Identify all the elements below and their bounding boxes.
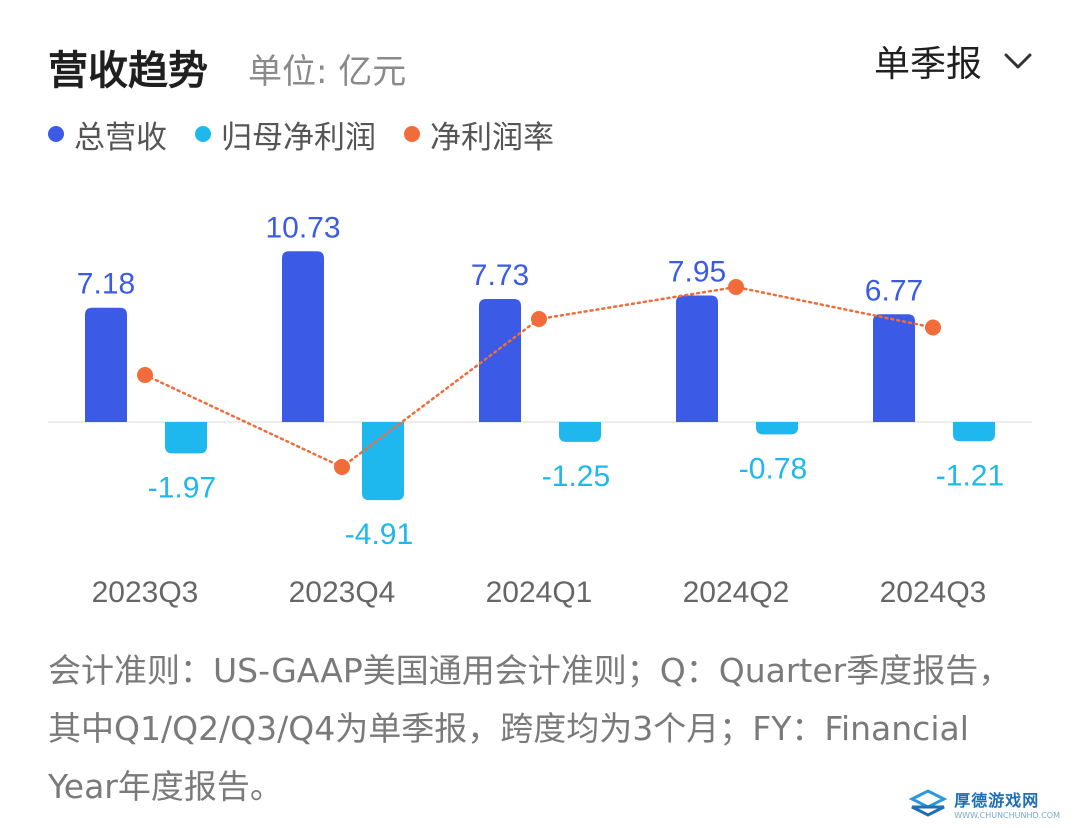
- legend-label: 净利润率: [430, 119, 554, 156]
- net-margin-point: [728, 279, 744, 295]
- revenue-chart: 7.18 -1.97 2023Q3 10.73 -4.91 2023Q4 7.73 -1.25…: [48, 211, 1032, 609]
- x-tick-label: 2023Q3: [92, 576, 199, 609]
- revenue-data-label: 10.73: [265, 211, 340, 244]
- revenue-bar: [676, 295, 718, 422]
- legend-label: 归母净利润: [221, 119, 376, 156]
- revenue-data-label: 7.73: [471, 259, 529, 292]
- net-profit-data-label: -0.78: [739, 452, 807, 485]
- legend-item-revenue[interactable]: 总营收: [48, 112, 167, 157]
- watermark: 厚德游戏网 WWW.CHUNCHUNHD.COM: [908, 787, 1060, 820]
- revenue-bar: [873, 314, 915, 422]
- revenue-data-label: 7.18: [77, 268, 135, 301]
- period-selector[interactable]: 单季报: [874, 36, 1038, 86]
- net-profit-data-label: -4.91: [345, 518, 413, 551]
- net-profit-bar: [165, 422, 207, 454]
- revenue-bar: [479, 298, 521, 422]
- watermark-logo-icon: [908, 788, 948, 817]
- x-tick-label: 2023Q4: [289, 576, 396, 609]
- revenue-data-label: 6.77: [865, 274, 923, 307]
- net-margin-point: [531, 311, 547, 327]
- watermark-url: WWW.CHUNCHUNHD.COM: [954, 811, 1060, 820]
- legend-item-net-margin[interactable]: 净利润率: [404, 112, 554, 157]
- net-profit-data-label: -1.25: [542, 460, 610, 493]
- unit-label: 单位: 亿元: [248, 52, 407, 92]
- period-label: 单季报: [873, 44, 982, 85]
- watermark-name: 厚德游戏网: [954, 791, 1040, 810]
- x-tick-label: 2024Q2: [683, 576, 790, 609]
- net-profit-data-label: -1.21: [936, 459, 1004, 492]
- net-profit-bar: [953, 422, 995, 442]
- chevron-down-icon: [1004, 53, 1032, 69]
- legend-dot: [404, 126, 420, 142]
- legend-label: 总营收: [74, 119, 167, 156]
- net-profit-bar: [756, 422, 798, 435]
- net-margin-point: [137, 367, 153, 383]
- legend: 总营收 归母净利润 净利润率: [48, 112, 582, 156]
- chart-header: 营收趋势 单位: 亿元 单季报: [48, 30, 1038, 100]
- net-margin-point: [334, 459, 350, 475]
- x-tick-label: 2024Q3: [880, 576, 987, 609]
- legend-dot: [195, 126, 211, 142]
- revenue-bar: [85, 307, 127, 422]
- chart-title: 营收趋势: [48, 48, 208, 94]
- net-profit-data-label: -1.97: [148, 471, 216, 504]
- net-margin-point: [925, 319, 941, 336]
- footnote: 会计准则：US-GAAP美国通用会计准则；Q：Quarter季度报告，其中Q1/…: [48, 651, 1012, 806]
- net-profit-bar: [559, 422, 601, 442]
- revenue-data-label: 7.95: [668, 255, 726, 288]
- x-tick-label: 2024Q1: [486, 576, 593, 609]
- legend-dot: [48, 126, 64, 142]
- legend-item-net-profit[interactable]: 归母净利润: [195, 112, 376, 157]
- net-profit-bar: [362, 422, 404, 501]
- revenue-bar: [282, 251, 324, 422]
